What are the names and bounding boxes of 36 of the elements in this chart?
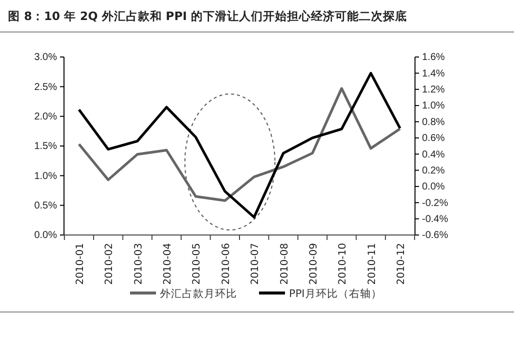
y2-tick-label: -0.4% [422,214,448,226]
y2-tick-label: 0.0% [422,182,445,193]
legend-label: 外汇占款月环比 [160,287,237,300]
x-tick-label: 2010-07 [250,243,262,285]
y2-tick-label: 0.6% [422,133,445,144]
x-tick-label: 2010-05 [192,243,203,285]
x-tick-label: 2010-10 [338,243,349,285]
y2-tick-label: 1.2% [422,84,445,96]
line-series [78,72,402,218]
y2-tick-label: 0.4% [422,149,445,160]
x-tick-label: 2010-08 [279,243,290,285]
line-series [78,87,402,202]
y2-tick-label: -0.6% [422,230,448,242]
y2-tick-label: 1.4% [422,68,445,80]
x-tick-label: 2010-04 [162,243,174,285]
y-tick-label: 1.0% [34,170,58,182]
chart-title: 图 8：10 年 2Q 外汇占款和 PPI 的下滑让人们开始担心经济可能二次探底 [8,9,407,23]
y-tick-label: 2.5% [34,82,58,93]
y2-tick-label: 1.6% [422,52,445,64]
y2-tick-label: 1.0% [422,100,445,112]
y2-tick-label: 0.8% [422,116,445,128]
x-tick-label: 2010-01 [75,243,86,285]
y2-tick-label: -0.2% [422,198,448,209]
y-tick-label: 2.0% [34,112,58,123]
y-tick-label: 3.0% [34,52,58,64]
x-tick-label: 2010-12 [396,243,407,285]
x-tick-label: 2010-11 [366,243,378,285]
y-tick-label: 1.5% [34,141,58,152]
x-tick-label: 2010-02 [104,243,116,285]
x-tick-label: 2010-03 [133,243,144,285]
x-tick-label: 2010-06 [220,243,232,285]
y2-tick-label: 0.2% [422,165,445,176]
legend-label: PPI月环比（右轴） [289,287,382,300]
y-tick-label: 0.5% [34,200,58,212]
x-tick-label: 2010-09 [308,243,320,285]
y-tick-label: 0.0% [34,230,58,242]
